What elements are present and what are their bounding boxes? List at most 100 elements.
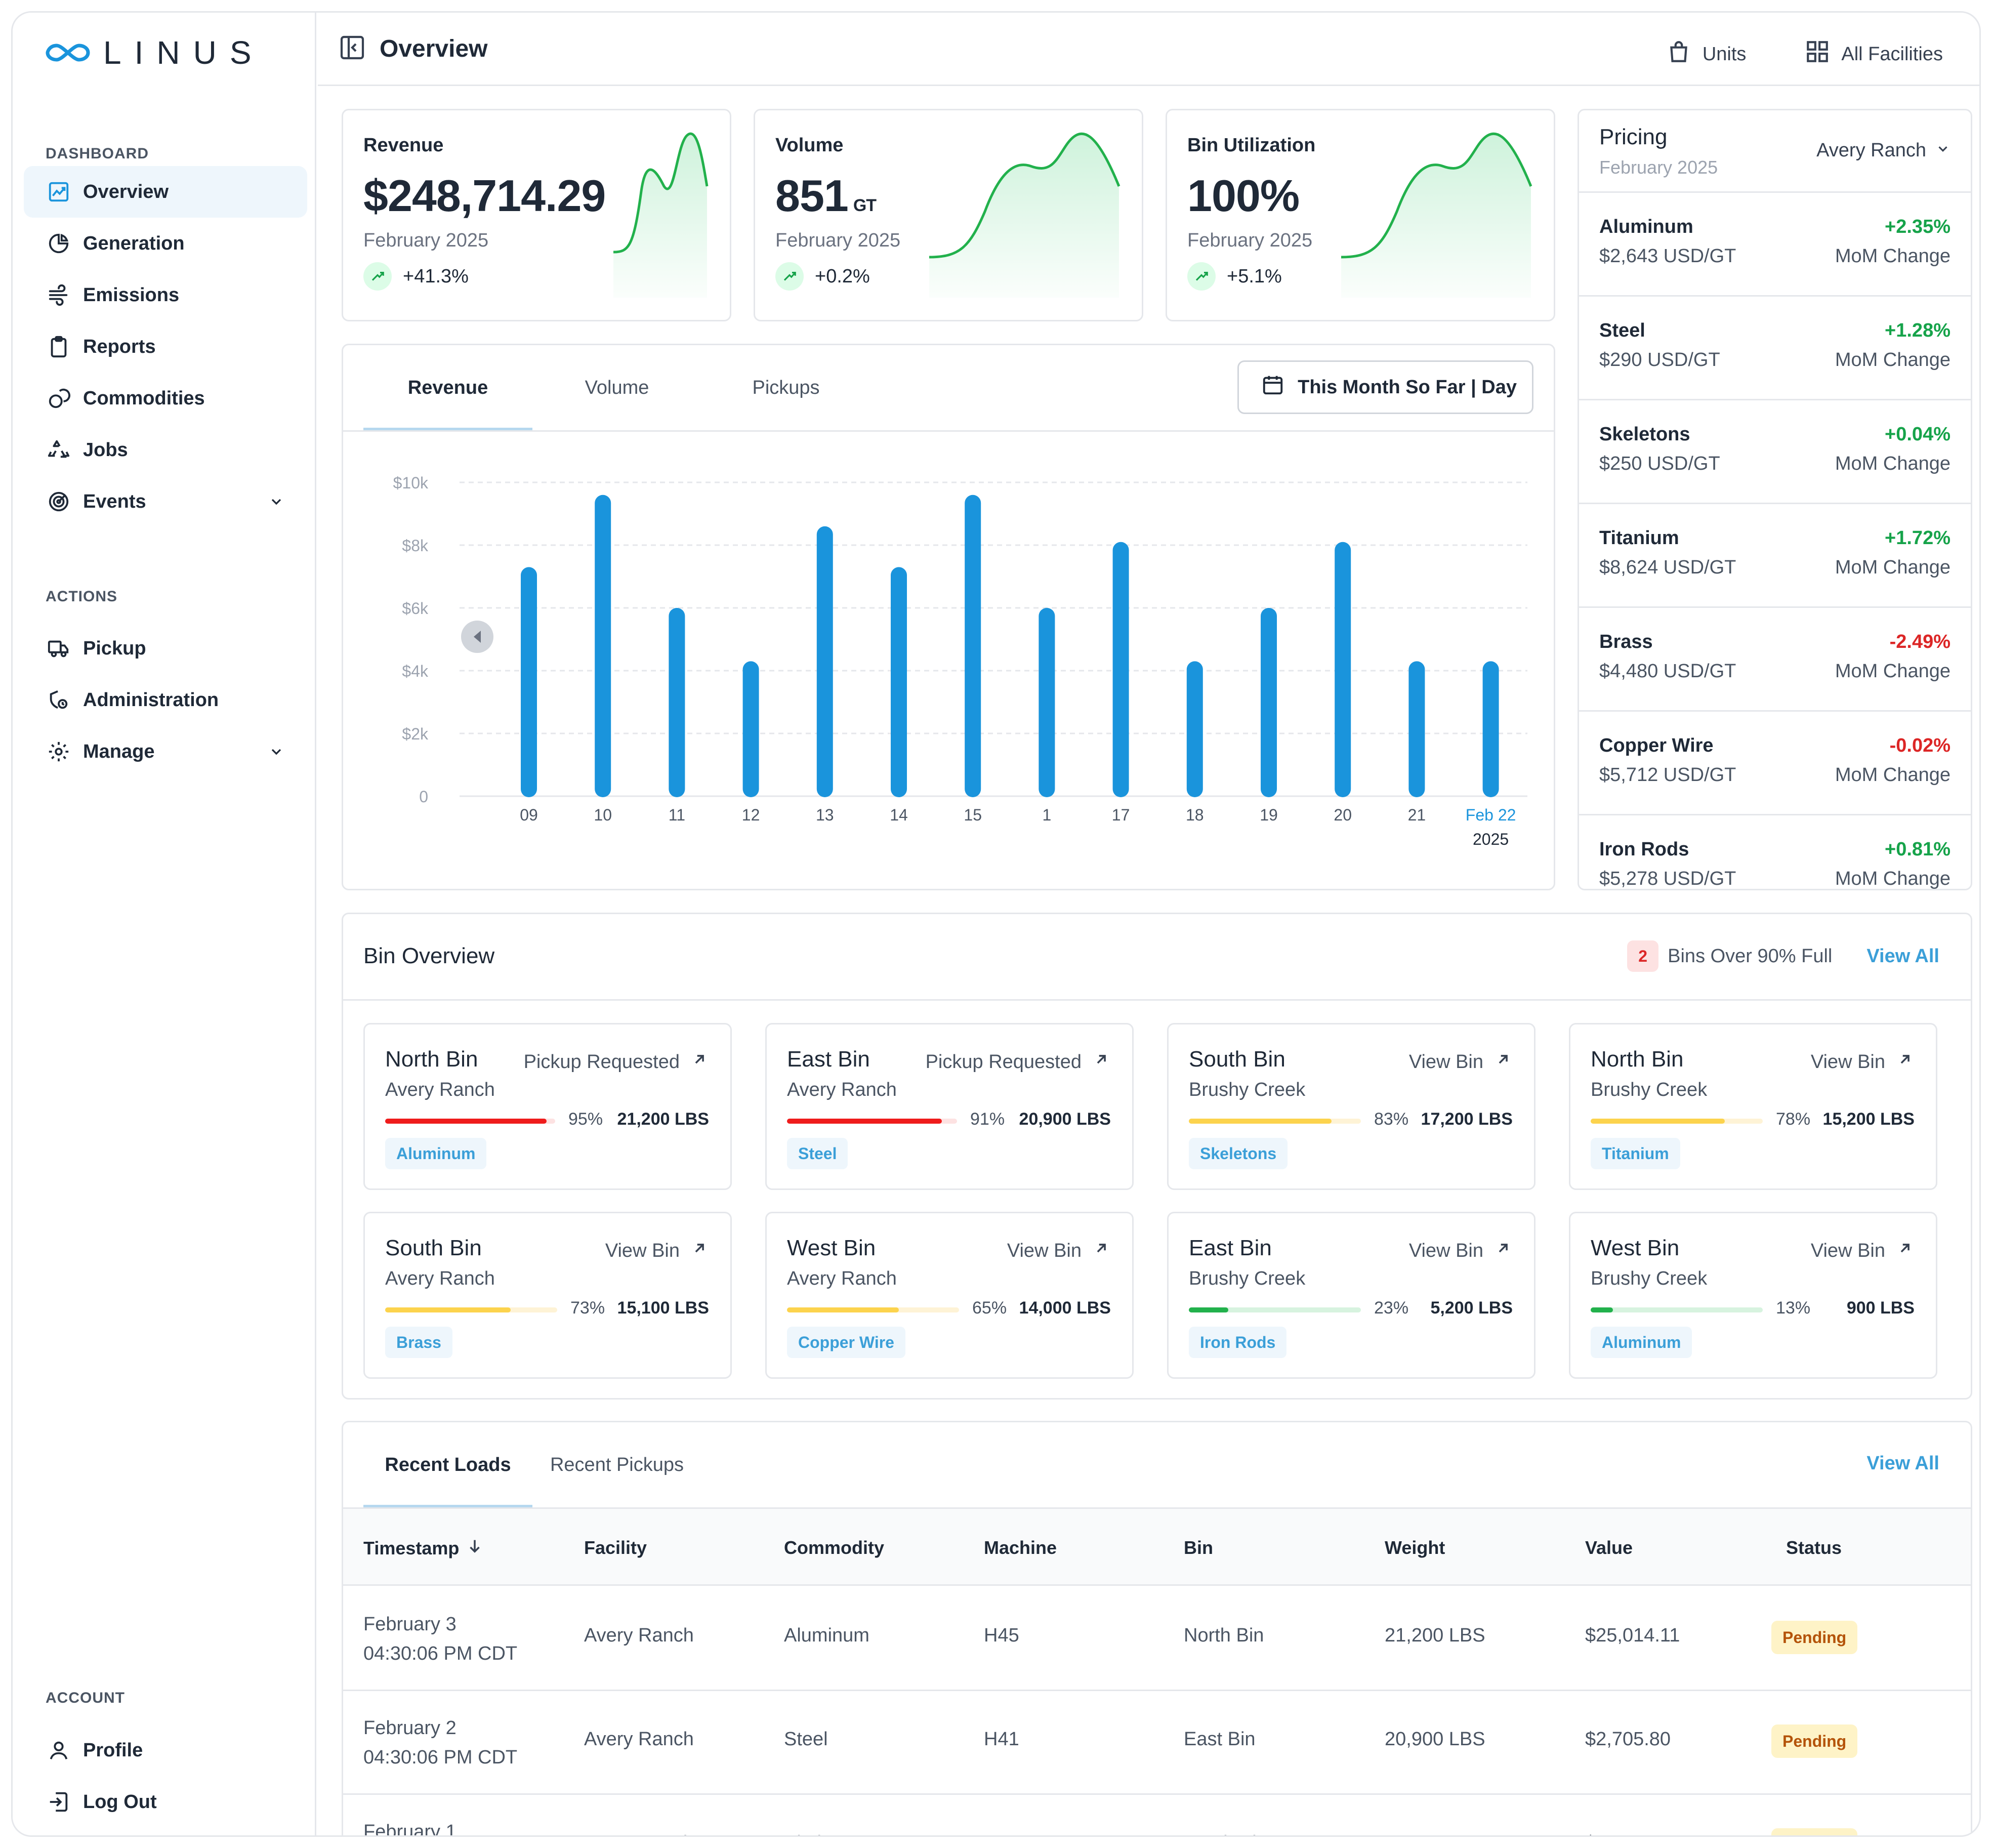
all-facilities-button[interactable]: All Facilities (1805, 39, 1943, 69)
sidebar-item-emissions[interactable]: Emissions (24, 269, 307, 321)
price-row[interactable]: Aluminum $2,643 USD/GT +2.35% MoM Change (1579, 191, 1971, 295)
bin-weight: 20,900 LBS (1019, 1110, 1111, 1129)
table-row[interactable]: February 2 04:30:06 PM CDT Avery Ranch Stee… (343, 1691, 1971, 1795)
price-row[interactable]: Copper Wire $5,712 USD/GT -0.02% MoM Change (1579, 710, 1971, 814)
bin-card[interactable]: East Bin Avery Ranch Pickup Requested 91% 20… (765, 1023, 1134, 1190)
col-bin[interactable]: Bin (1184, 1537, 1213, 1558)
col-status[interactable]: Status (1786, 1537, 1842, 1558)
bar-21[interactable] (1408, 661, 1425, 797)
bin-action-link[interactable]: Pickup Requested (926, 1051, 1110, 1073)
tab-volume[interactable]: Volume (585, 377, 649, 398)
bin-action-link[interactable]: View Bin (605, 1240, 708, 1262)
col-value[interactable]: Value (1585, 1537, 1633, 1558)
bin-fill-bar (385, 1119, 555, 1124)
bin-name: South Bin (385, 1236, 482, 1260)
sidebar-item-label: Administration (83, 689, 219, 711)
bin-weight: 21,200 LBS (617, 1110, 709, 1129)
loads-view-all-link[interactable]: View All (1866, 1453, 1939, 1474)
sidebar-item-label: Emissions (83, 284, 180, 306)
sidebar-item-jobs[interactable]: Jobs (24, 424, 307, 476)
bin-action-link[interactable]: View Bin (1409, 1240, 1512, 1262)
bar-19[interactable] (1261, 608, 1277, 797)
bin-card[interactable]: South Bin Brushy Creek View Bin 83% 17,200 L… (1167, 1023, 1536, 1190)
price-change: -0.02% (1889, 735, 1950, 756)
trend-up-icon (1187, 262, 1216, 291)
sidebar-item-events[interactable]: Events (24, 476, 307, 527)
col-timestamp[interactable]: Timestamp (363, 1537, 483, 1559)
sidebar-item-generation[interactable]: Generation (24, 218, 307, 269)
bin-action-link[interactable]: Pickup Requested (524, 1051, 708, 1073)
price-row[interactable]: Titanium $8,624 USD/GT +1.72% MoM Change (1579, 503, 1971, 606)
bar-17[interactable] (1112, 542, 1129, 797)
sidebar-item-label: Log Out (83, 1791, 157, 1813)
bin-percent: 23% (1374, 1298, 1409, 1318)
bin-card[interactable]: East Bin Brushy Creek View Bin 23% 5,200 LBS… (1167, 1212, 1536, 1379)
bin-card[interactable]: South Bin Avery Ranch View Bin 73% 15,100 LB… (363, 1212, 732, 1379)
bin-action-link[interactable]: View Bin (1409, 1051, 1512, 1073)
bin-card[interactable]: West Bin Avery Ranch View Bin 65% 14,000 LBS… (765, 1212, 1134, 1379)
col-machine[interactable]: Machine (984, 1537, 1057, 1558)
price-row[interactable]: Skeletons $250 USD/GT +0.04% MoM Change (1579, 399, 1971, 503)
bin-percent: 91% (970, 1110, 1005, 1129)
sidebar-item-commodities[interactable]: Commodities (24, 373, 307, 424)
chevron-down-icon[interactable] (268, 493, 284, 515)
bin-fill-bar (385, 1307, 557, 1312)
col-weight[interactable]: Weight (1385, 1537, 1445, 1558)
y-tick-label: $6k (402, 599, 429, 618)
bin-fill-level (1591, 1307, 1613, 1312)
bin-action-link[interactable]: View Bin (1811, 1051, 1914, 1073)
price-row[interactable]: Brass $4,480 USD/GT -2.49% MoM Change (1579, 606, 1971, 710)
table-row[interactable]: February 104:30:06 PM CDT Avery Ranch Skel… (343, 1795, 1971, 1835)
bar-09[interactable] (521, 567, 537, 797)
bar-20[interactable] (1335, 542, 1351, 797)
units-button[interactable]: Units (1666, 39, 1746, 69)
table-row[interactable]: February 3 04:30:06 PM CDT Avery Ranch Alum… (343, 1587, 1971, 1691)
tab-recent-pickups[interactable]: Recent Pickups (550, 1454, 684, 1475)
bar-11[interactable] (669, 608, 685, 797)
bar-15[interactable] (965, 495, 981, 797)
bar-10[interactable] (595, 495, 611, 797)
price-change-label: MoM Change (1835, 453, 1950, 474)
bar-1[interactable] (1039, 608, 1055, 797)
cell-bin: North Bin (1184, 1625, 1264, 1646)
col-commodity[interactable]: Commodity (784, 1537, 884, 1558)
sidebar-item-pickup[interactable]: Pickup (24, 623, 307, 674)
tab-pickups[interactable]: Pickups (752, 377, 820, 398)
bin-action-label: View Bin (1408, 1051, 1483, 1073)
bins-view-all-link[interactable]: View All (1866, 945, 1939, 967)
sidebar-item-administration[interactable]: Administration (24, 674, 307, 726)
bin-action-label: View Bin (1007, 1240, 1082, 1261)
tab-recent-loads[interactable]: Recent Loads (363, 1422, 532, 1507)
bin-card[interactable]: North Bin Avery Ranch Pickup Requested 95% 2… (363, 1023, 732, 1190)
sidebar-item-profile[interactable]: Profile (24, 1724, 307, 1776)
sidebar-collapse-icon[interactable] (338, 33, 366, 64)
sidebar-item-manage[interactable]: Manage (24, 726, 307, 777)
bin-action-link[interactable]: View Bin (1811, 1240, 1914, 1262)
sidebar-item-overview[interactable]: Overview (24, 166, 307, 218)
bin-fill-bar (787, 1119, 957, 1124)
bin-action-link[interactable]: View Bin (1007, 1240, 1110, 1262)
bin-action-label: View Bin (605, 1240, 680, 1261)
chevron-down-icon[interactable] (268, 743, 284, 765)
bar-18[interactable] (1186, 661, 1203, 797)
price-row[interactable]: Iron Rods $5,278 USD/GT +0.81% MoM Change (1579, 814, 1971, 889)
cell-value: $2,705.80 (1585, 1729, 1671, 1750)
tab-revenue[interactable]: Revenue (363, 345, 532, 430)
price-row[interactable]: Steel $290 USD/GT +1.28% MoM Change (1579, 295, 1971, 399)
bin-card[interactable]: West Bin Brushy Creek View Bin 13% 900 LBS Al… (1569, 1212, 1937, 1379)
pricing-facility-select[interactable]: Avery Ranch (1816, 140, 1950, 161)
bar-feb-22[interactable] (1482, 661, 1499, 797)
bar-12[interactable] (742, 661, 759, 797)
bin-facility: Brushy Creek (1189, 1268, 1306, 1289)
date-range-button[interactable]: This Month So Far | Day (1237, 360, 1533, 414)
col-facility[interactable]: Facility (584, 1537, 647, 1558)
sidebar-item-reports[interactable]: Reports (24, 321, 307, 373)
bin-card[interactable]: North Bin Brushy Creek View Bin 78% 15,200 L… (1569, 1023, 1937, 1190)
price-change: -2.49% (1889, 631, 1950, 652)
bar-14[interactable] (891, 567, 907, 797)
sidebar-item-logout[interactable]: Log Out (24, 1776, 307, 1828)
cell-weight: 21,200 LBS (1385, 1625, 1485, 1646)
commodity-chip: Skeletons (1189, 1138, 1288, 1169)
bar-13[interactable] (816, 526, 833, 797)
brand-logo[interactable]: LINUS (46, 34, 265, 71)
